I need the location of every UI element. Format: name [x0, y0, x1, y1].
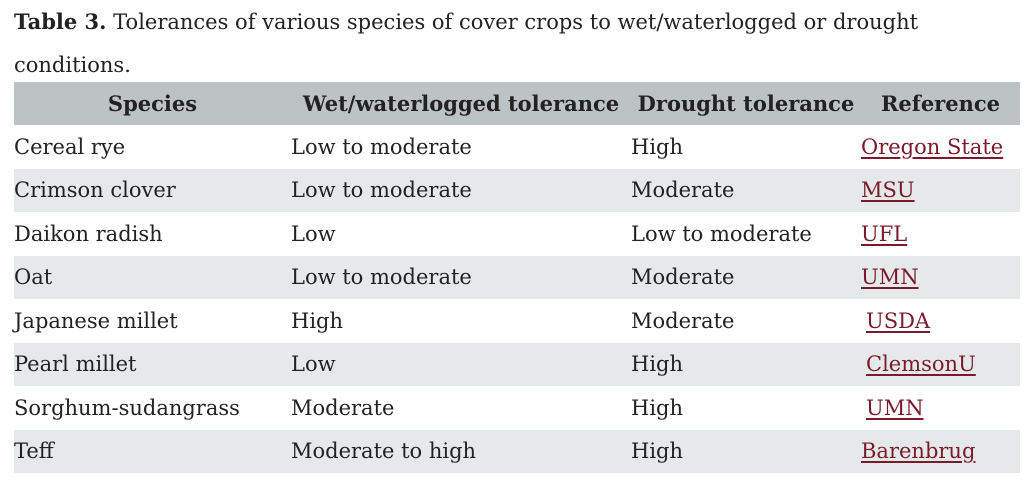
- cell-wet-tolerance: Low: [291, 342, 631, 386]
- cell-wet-tolerance: Low: [291, 212, 631, 256]
- table-row: Crimson clover Low to moderate Moderate …: [14, 168, 1020, 212]
- cell-species: Japanese millet: [14, 299, 291, 343]
- cell-reference: UFL: [861, 212, 1020, 256]
- cell-species: Pearl millet: [14, 342, 291, 386]
- reference-link[interactable]: UMN: [861, 265, 919, 290]
- cell-drought-tolerance: Moderate: [631, 168, 861, 212]
- cell-reference: ClemsonU: [861, 342, 1020, 386]
- cell-drought-tolerance: High: [631, 429, 861, 473]
- table-caption: Table 3. Tolerances of various species o…: [14, 0, 1014, 87]
- cell-wet-tolerance: High: [291, 299, 631, 343]
- header-drought-tolerance: Drought tolerance: [631, 82, 861, 125]
- tolerance-table: Species Wet/waterlogged tolerance Drough…: [14, 82, 1020, 473]
- cell-reference: MSU: [861, 168, 1020, 212]
- table-row: Teff Moderate to high High Barenbrug: [14, 429, 1020, 473]
- cell-species: Cereal rye: [14, 125, 291, 169]
- table-row: Oat Low to moderate Moderate UMN: [14, 255, 1020, 299]
- reference-link[interactable]: UFL: [861, 221, 908, 246]
- cell-reference: UMN: [861, 386, 1020, 430]
- cell-wet-tolerance: Moderate: [291, 386, 631, 430]
- reference-link[interactable]: ClemsonU: [866, 352, 976, 377]
- reference-link[interactable]: Barenbrug: [861, 439, 976, 464]
- reference-link[interactable]: Oregon State: [861, 134, 1004, 159]
- reference-link[interactable]: USDA: [866, 308, 931, 333]
- cell-drought-tolerance: Moderate: [631, 299, 861, 343]
- cell-reference: Barenbrug: [861, 429, 1020, 473]
- cell-drought-tolerance: High: [631, 125, 861, 169]
- cell-reference: USDA: [861, 299, 1020, 343]
- cell-reference: UMN: [861, 255, 1020, 299]
- cell-wet-tolerance: Moderate to high: [291, 429, 631, 473]
- cell-wet-tolerance: Low to moderate: [291, 125, 631, 169]
- header-species: Species: [14, 82, 291, 125]
- cell-drought-tolerance: Low to moderate: [631, 212, 861, 256]
- header-reference: Reference: [861, 82, 1020, 125]
- table-row: Sorghum-sudangrass Moderate High UMN: [14, 386, 1020, 430]
- cell-reference: Oregon State: [861, 125, 1020, 169]
- header-wet-tolerance: Wet/waterlogged tolerance: [291, 82, 631, 125]
- cell-species: Daikon radish: [14, 212, 291, 256]
- cell-species: Crimson clover: [14, 168, 291, 212]
- cell-wet-tolerance: Low to moderate: [291, 255, 631, 299]
- table-row: Pearl millet Low High ClemsonU: [14, 342, 1020, 386]
- reference-link[interactable]: MSU: [861, 178, 915, 203]
- cell-drought-tolerance: Moderate: [631, 255, 861, 299]
- table-row: Japanese millet High Moderate USDA: [14, 299, 1020, 343]
- cell-wet-tolerance: Low to moderate: [291, 168, 631, 212]
- cell-drought-tolerance: High: [631, 386, 861, 430]
- table-row: Daikon radish Low Low to moderate UFL: [14, 212, 1020, 256]
- table-row: Cereal rye Low to moderate High Oregon S…: [14, 125, 1020, 169]
- cell-drought-tolerance: High: [631, 342, 861, 386]
- reference-link[interactable]: UMN: [866, 395, 924, 420]
- caption-text: Tolerances of various species of cover c…: [14, 10, 919, 77]
- cell-species: Teff: [14, 429, 291, 473]
- table-header-row: Species Wet/waterlogged tolerance Drough…: [14, 82, 1020, 125]
- cell-species: Sorghum-sudangrass: [14, 386, 291, 430]
- cell-species: Oat: [14, 255, 291, 299]
- caption-label: Table 3.: [14, 9, 107, 34]
